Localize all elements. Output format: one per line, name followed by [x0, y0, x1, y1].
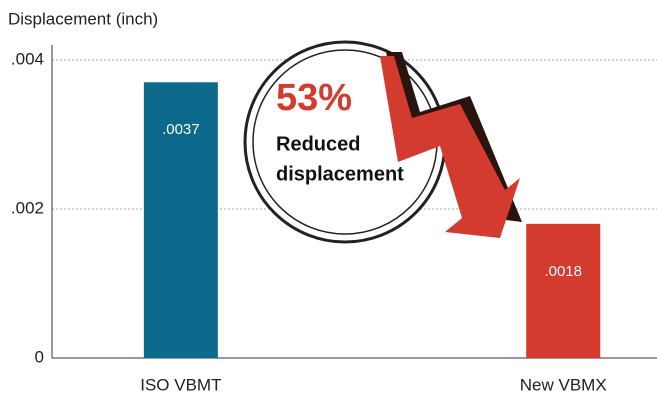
annotation-text: Reduced: [276, 133, 360, 155]
bar: [526, 224, 600, 358]
chart: Displacement (inch) 0 .002 .004 ISO VBMT .00…: [0, 0, 657, 401]
value-label: .0018: [544, 263, 582, 280]
annotation-headline: 53%: [276, 77, 352, 119]
x-tick-label: ISO VBMT: [140, 375, 221, 394]
y-tick-label: .004: [11, 49, 44, 68]
value-label: .0037: [162, 121, 200, 138]
annotation-text: displacement: [276, 163, 404, 185]
y-tick-label: .002: [11, 198, 44, 217]
y-tick-label: 0: [35, 347, 44, 366]
annotation: 53% Reduced displacement: [245, 42, 522, 242]
page: {"chart_data": {"type": "bar", "y_axis_l…: [0, 0, 657, 401]
x-tick-label: New VBMX: [520, 375, 607, 394]
y-axis-label: Displacement (inch): [8, 9, 158, 28]
